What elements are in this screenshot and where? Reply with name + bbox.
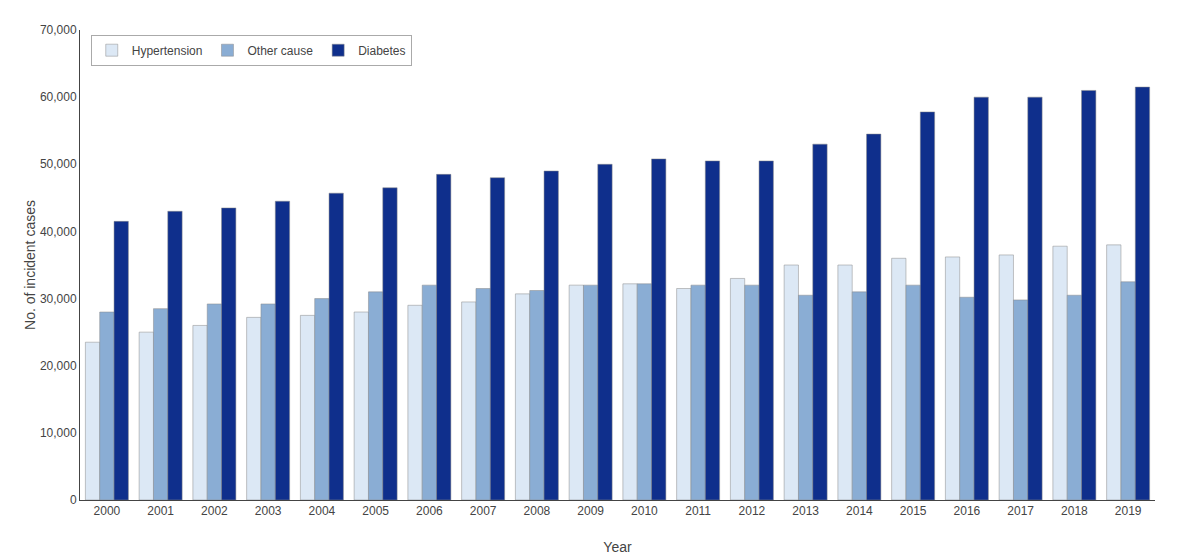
svg-text:Other cause: Other cause [247, 44, 313, 58]
svg-text:2015: 2015 [900, 504, 927, 518]
svg-text:2010: 2010 [631, 504, 658, 518]
svg-text:50,000: 50,000 [40, 157, 77, 171]
svg-text:Hypertension: Hypertension [132, 44, 203, 58]
svg-text:2004: 2004 [309, 504, 336, 518]
svg-text:2001: 2001 [147, 504, 174, 518]
svg-text:2019: 2019 [1115, 504, 1142, 518]
svg-text:2014: 2014 [846, 504, 873, 518]
svg-text:2016: 2016 [954, 504, 981, 518]
svg-text:2013: 2013 [792, 504, 819, 518]
svg-text:2017: 2017 [1007, 504, 1034, 518]
svg-text:2012: 2012 [739, 504, 766, 518]
svg-text:30,000: 30,000 [40, 292, 77, 306]
svg-text:2018: 2018 [1061, 504, 1088, 518]
svg-text:20,000: 20,000 [40, 359, 77, 373]
svg-text:40,000: 40,000 [40, 225, 77, 239]
svg-text:60,000: 60,000 [40, 90, 77, 104]
svg-text:2005: 2005 [362, 504, 389, 518]
svg-text:2011: 2011 [685, 504, 711, 518]
svg-text:10,000: 10,000 [40, 426, 77, 440]
svg-text:No. of incident cases: No. of incident cases [22, 200, 38, 330]
svg-text:2009: 2009 [577, 504, 604, 518]
svg-text:Diabetes: Diabetes [358, 44, 405, 58]
svg-text:Year: Year [603, 539, 632, 555]
svg-text:2000: 2000 [94, 504, 121, 518]
svg-text:2002: 2002 [201, 504, 228, 518]
svg-text:0: 0 [70, 493, 77, 507]
svg-text:2006: 2006 [416, 504, 443, 518]
svg-text:2008: 2008 [524, 504, 551, 518]
svg-text:70,000: 70,000 [40, 23, 77, 37]
svg-text:2003: 2003 [255, 504, 282, 518]
svg-text:2007: 2007 [470, 504, 497, 518]
